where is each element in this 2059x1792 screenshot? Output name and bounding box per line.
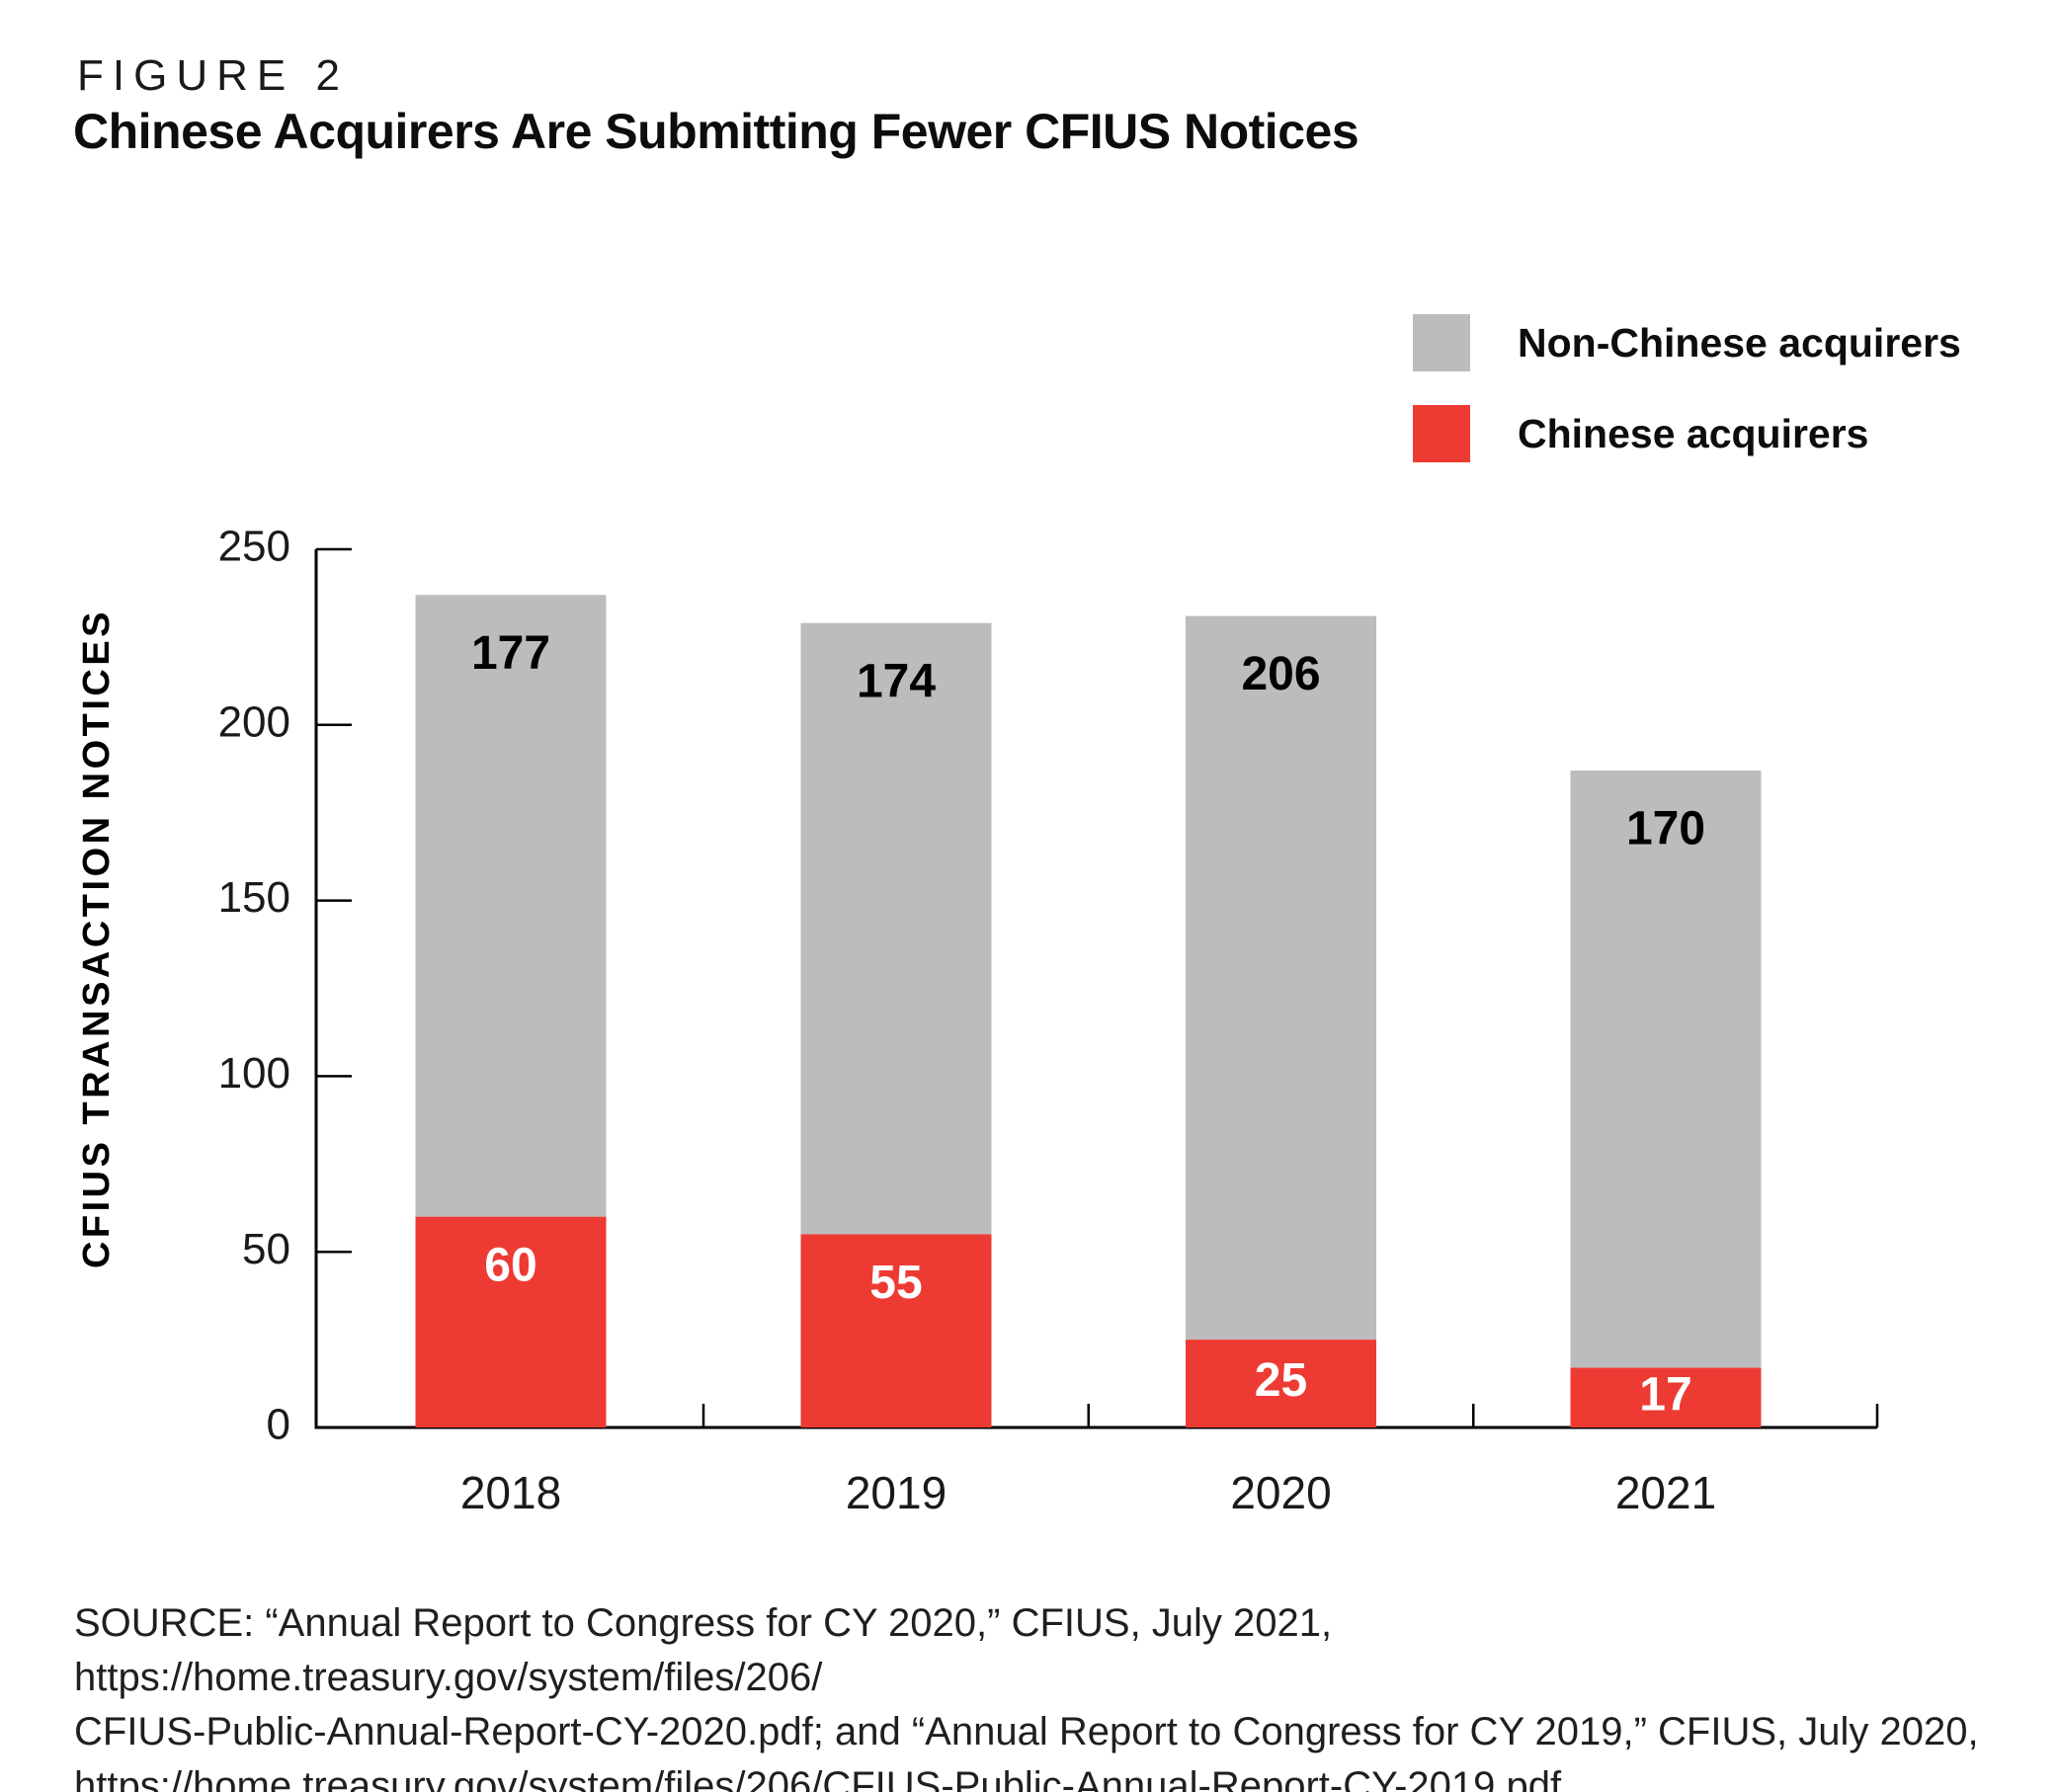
x-category-label-2020: 2020 — [1230, 1467, 1331, 1518]
y-tick-label: 50 — [242, 1225, 290, 1273]
y-tick-label: 0 — [267, 1401, 290, 1449]
source-note: SOURCE: “Annual Report to Congress for C… — [74, 1596, 2011, 1792]
y-tick-label: 150 — [218, 873, 290, 922]
x-category-label-2018: 2018 — [460, 1467, 561, 1518]
y-tick-label: 200 — [218, 697, 290, 746]
legend-label-non-chinese: Non-Chinese acquirers — [1518, 319, 1961, 366]
legend-item-chinese: Chinese acquirers — [1413, 405, 1961, 462]
legend-label-chinese: Chinese acquirers — [1518, 410, 1869, 456]
bar-value-non-chinese-2021: 170 — [1626, 803, 1705, 855]
bar-segment-chinese-2018 — [415, 1216, 607, 1427]
bar-value-non-chinese-2019: 174 — [857, 655, 936, 707]
bar-value-non-chinese-2018: 177 — [471, 627, 550, 680]
legend-swatch-chinese-icon — [1413, 405, 1470, 462]
source-line-3: https://home.treasury.gov/system/files/2… — [74, 1764, 1573, 1792]
source-line-2: CFIUS-Public-Annual-Report-CY-2020.pdf; … — [74, 1710, 1979, 1753]
bar-value-chinese-2020: 25 — [1255, 1354, 1307, 1407]
figure-number: FIGURE 2 — [77, 51, 349, 100]
figure-title: Chinese Acquirers Are Submitting Fewer C… — [73, 104, 1359, 159]
x-category-label-2019: 2019 — [846, 1467, 947, 1518]
y-tick-label: 250 — [218, 523, 290, 571]
y-axis-title: CFIUS TRANSACTION NOTICES — [76, 609, 118, 1268]
bar-segment-chinese-2019 — [800, 1234, 992, 1427]
bar-value-chinese-2021: 17 — [1639, 1368, 1691, 1421]
bar-segment-chinese-2021 — [1570, 1367, 1762, 1427]
bar-segment-non-chinese-2021 — [1570, 771, 1762, 1368]
legend-swatch-non-chinese-icon — [1413, 314, 1470, 371]
bar-value-chinese-2018: 60 — [484, 1239, 536, 1291]
source-line-1: SOURCE: “Annual Report to Congress for C… — [74, 1601, 1333, 1699]
x-category-label-2021: 2021 — [1615, 1467, 1716, 1518]
legend-item-non-chinese: Non-Chinese acquirers — [1413, 314, 1961, 371]
bar-segment-non-chinese-2019 — [800, 622, 992, 1235]
chart-legend: Non-Chinese acquirers Chinese acquirers — [1413, 314, 1961, 496]
bar-segment-chinese-2020 — [1186, 1340, 1376, 1427]
bar-value-chinese-2019: 55 — [869, 1257, 922, 1309]
bar-segment-non-chinese-2018 — [415, 595, 607, 1217]
bar-segment-non-chinese-2020 — [1186, 615, 1376, 1341]
y-tick-label: 100 — [218, 1049, 290, 1098]
bar-value-non-chinese-2020: 206 — [1241, 648, 1320, 700]
